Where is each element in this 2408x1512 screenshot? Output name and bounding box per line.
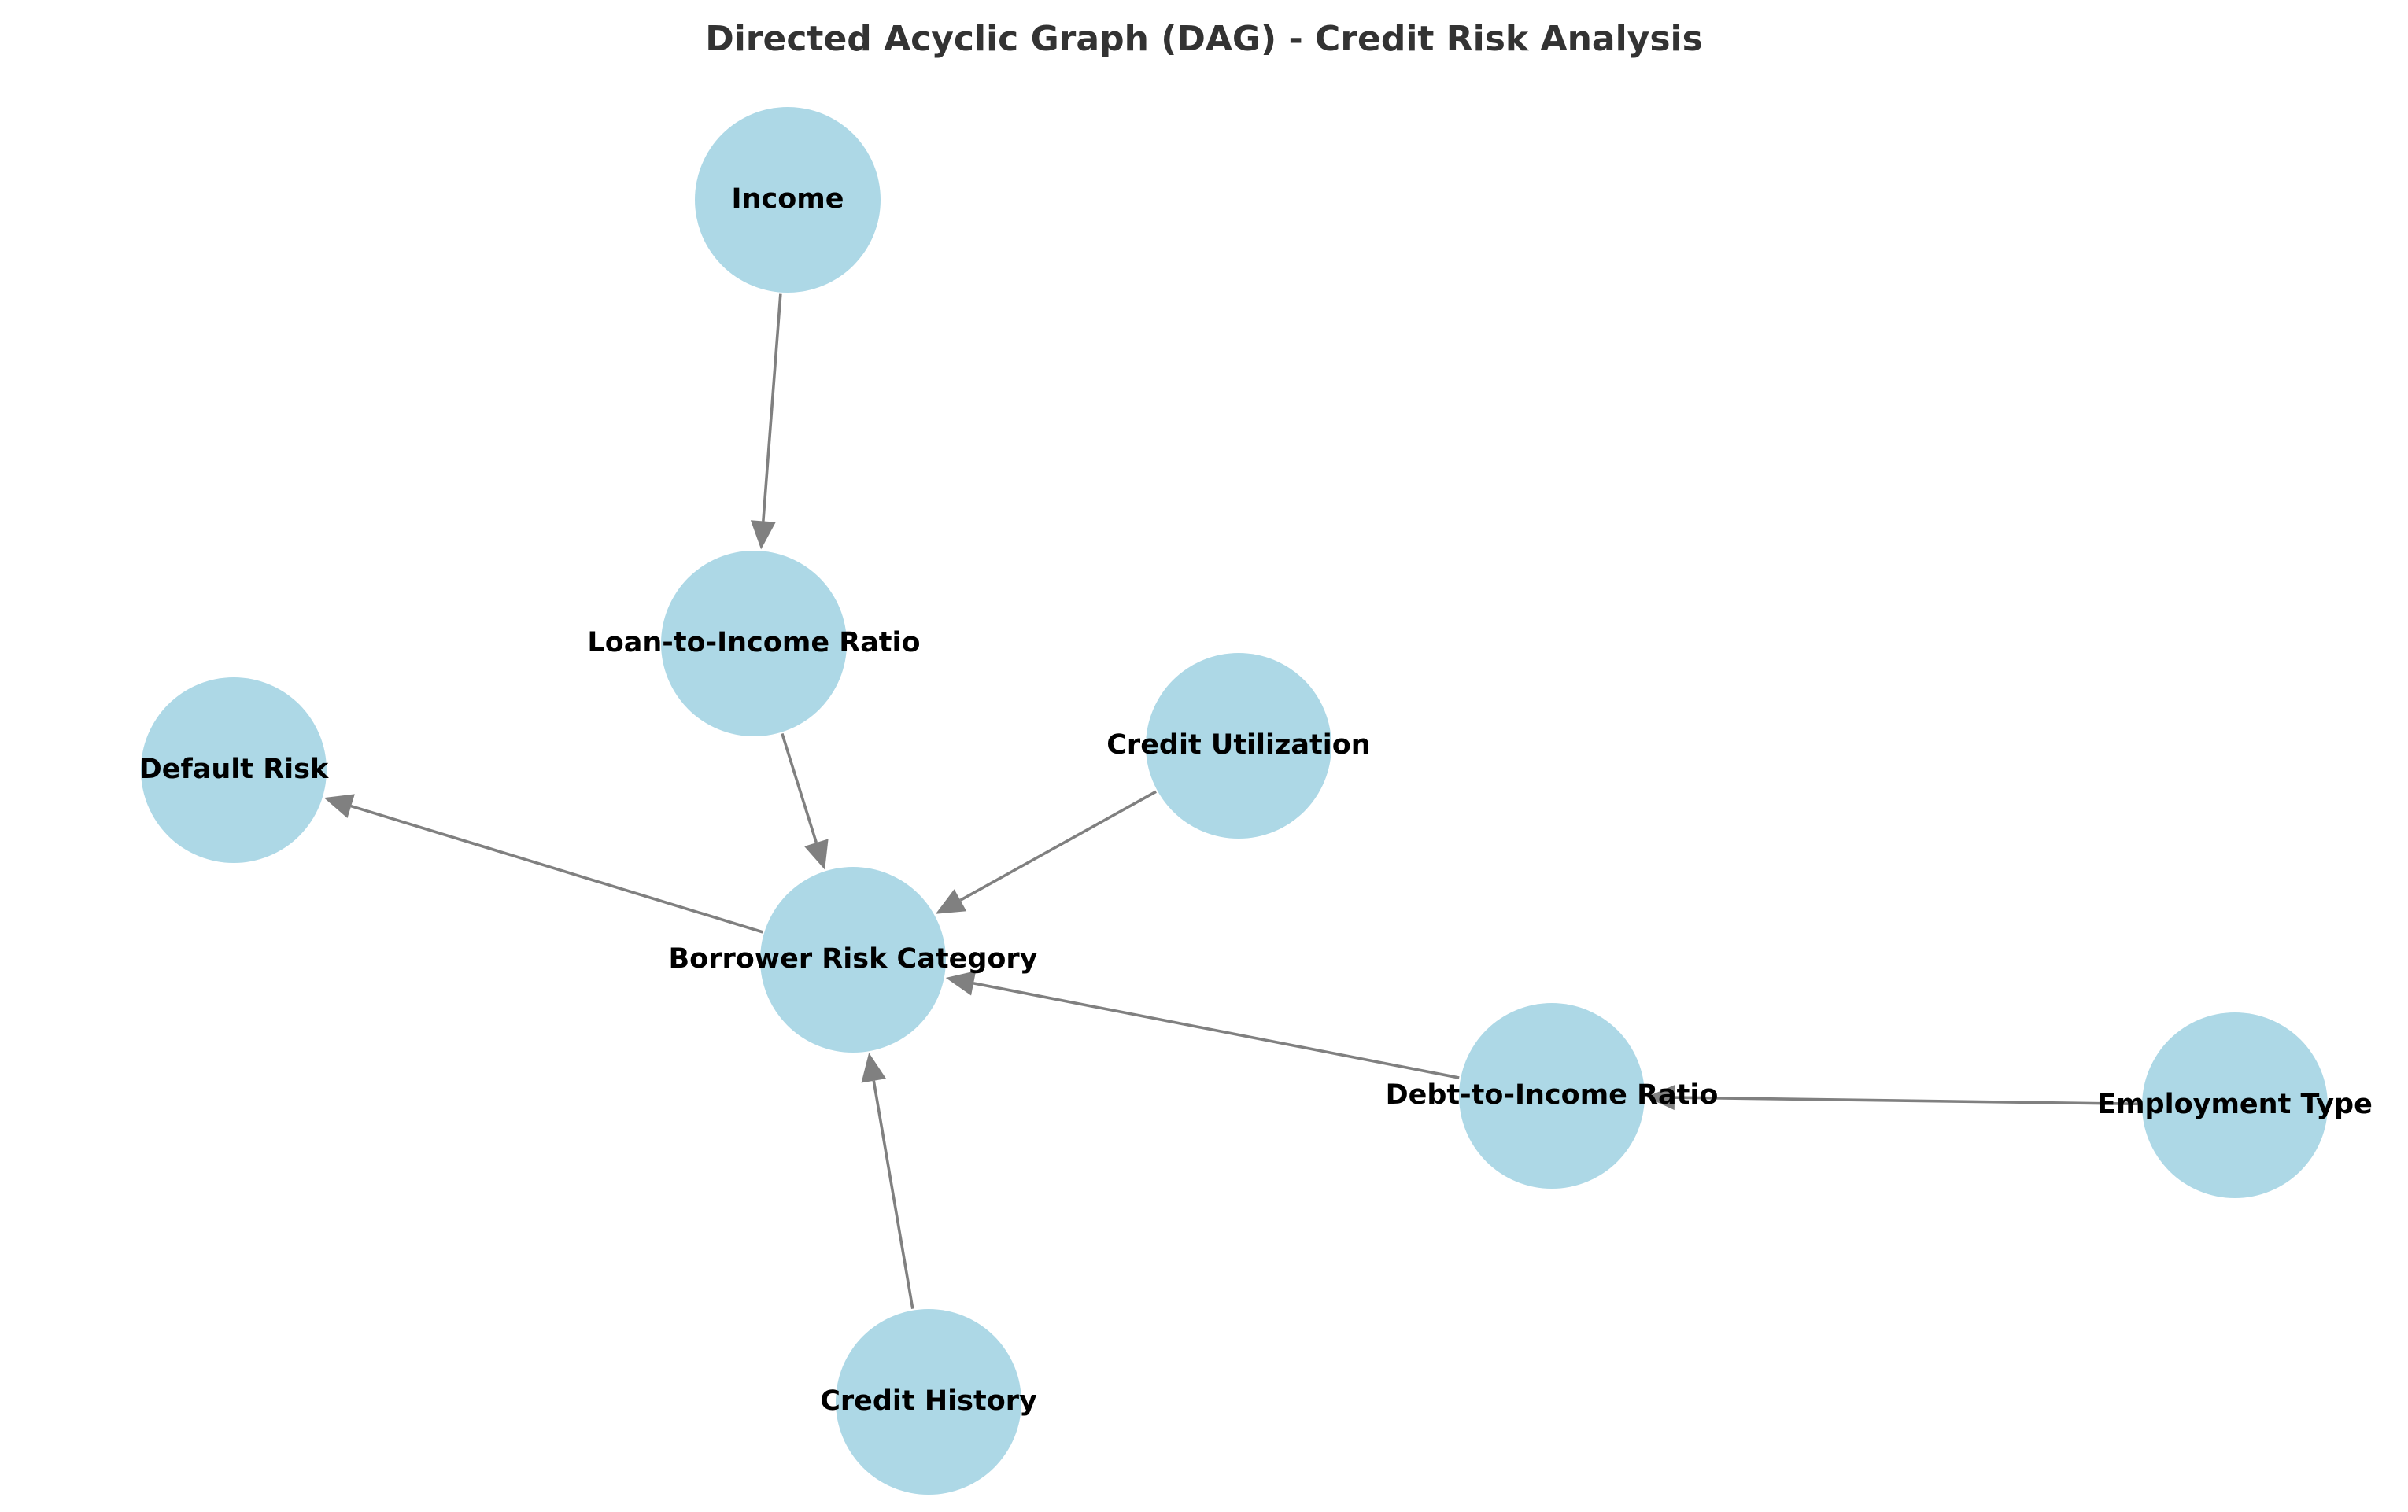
node-label: Borrower Risk Category <box>669 943 1038 975</box>
edges-layer <box>323 293 2141 1310</box>
arrowhead-icon <box>750 520 776 550</box>
edge-line <box>973 982 1460 1079</box>
node-circle <box>1459 1003 1645 1189</box>
edge-line <box>762 293 782 522</box>
edge-line <box>350 804 763 934</box>
node-employment-type: Employment Type <box>2097 1012 2373 1198</box>
node-circle <box>836 1309 1021 1495</box>
edge-credit_utilization-to-borrower_risk <box>935 790 1157 914</box>
node-circle <box>661 551 847 736</box>
node-circle <box>695 107 881 293</box>
node-label: Credit Utilization <box>1106 729 1370 761</box>
node-label: Credit History <box>820 1385 1037 1417</box>
node-circle <box>1146 653 1331 839</box>
node-label: Loan-to-Income Ratio <box>587 627 920 658</box>
edge-debt_to_income-to-borrower_risk <box>945 971 1460 1079</box>
arrowhead-icon <box>935 889 967 914</box>
arrowhead-icon <box>1645 1085 1675 1111</box>
node-circle <box>2142 1012 2328 1198</box>
arrowhead-icon <box>861 1053 887 1083</box>
node-label: Income <box>732 183 844 215</box>
diagram-title: Directed Acyclic Graph (DAG) - Credit Ri… <box>705 19 1703 59</box>
edge-line <box>872 1080 914 1310</box>
edge-employment_type-to-debt_to_income <box>1645 1085 2141 1111</box>
node-label: Debt-to-Income Ratio <box>1386 1079 1719 1111</box>
node-debt-to-income: Debt-to-Income Ratio <box>1386 1003 1719 1189</box>
arrowhead-icon <box>323 794 355 818</box>
edge-line <box>959 790 1157 902</box>
node-loan-to-income: Loan-to-Income Ratio <box>587 551 921 736</box>
edge-loan_to_income-to-borrower_risk <box>781 732 829 870</box>
node-income: Income <box>695 107 881 293</box>
node-credit-utilization: Credit Utilization <box>1106 653 1371 839</box>
edge-line <box>781 732 818 843</box>
edge-income-to-loan_to_income <box>750 293 782 550</box>
edge-borrower_risk-to-default_risk <box>323 794 763 934</box>
node-label: Employment Type <box>2097 1089 2373 1120</box>
edge-line <box>1674 1096 2141 1106</box>
edge-credit_history-to-borrower_risk <box>861 1053 914 1310</box>
arrowhead-icon <box>804 839 829 870</box>
node-circle <box>760 867 946 1053</box>
node-label: Default Risk <box>139 754 329 785</box>
arrowhead-icon <box>945 971 977 996</box>
node-circle <box>141 677 327 863</box>
node-credit-history: Credit History <box>820 1309 1037 1495</box>
node-default-risk: Default Risk <box>139 677 329 863</box>
nodes-layer: Income Loan-to-Income Ratio Default Risk Cr… <box>139 107 2373 1495</box>
node-borrower-risk: Borrower Risk Category <box>669 867 1038 1053</box>
